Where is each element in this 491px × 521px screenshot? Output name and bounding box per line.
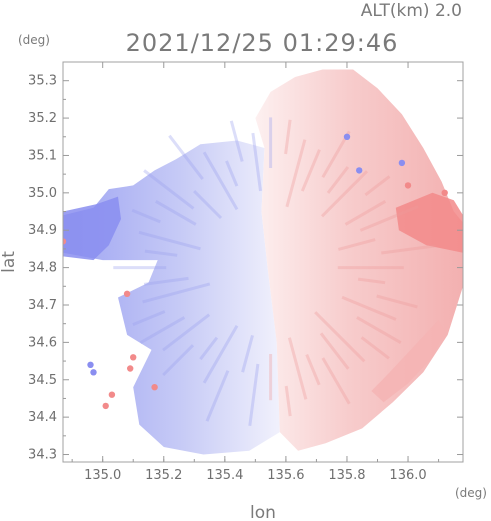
beam-streak	[284, 119, 292, 155]
beam-streak	[248, 363, 260, 426]
beam-streak	[138, 230, 201, 251]
echo-receding	[127, 365, 134, 372]
echo-approaching	[87, 361, 94, 368]
echo-receding	[441, 189, 448, 196]
beam-streak	[326, 166, 350, 194]
y-tick-label: 34.5	[28, 373, 57, 388]
echo-approaching	[356, 167, 363, 174]
x-axis-ticks: 135.0 135.2 135.4 135.6 135.8 136.0	[71, 62, 440, 483]
x-tick-label: 135.4	[206, 468, 243, 483]
velocity-regions	[63, 69, 463, 455]
echo-receding	[108, 391, 116, 398]
y-axis-ticks: 34.3 34.4 34.5 34.6 34.7 34.8 34.9 35.0 35.1 35.2…	[28, 74, 463, 463]
beam-streak	[143, 276, 189, 286]
beam-streak	[285, 139, 307, 208]
beam-streak	[139, 316, 186, 344]
beam-streak	[162, 313, 211, 352]
beam-streaks	[113, 117, 436, 426]
beam-streak	[320, 170, 369, 218]
y-axis-label: lat	[0, 251, 19, 273]
region-strong-receding-east-edge	[395, 192, 463, 253]
beam-streak	[144, 249, 178, 257]
echo-approaching	[90, 369, 97, 376]
altitude-label: ALT(km) 2.0	[361, 1, 462, 21]
region-approaching-west	[63, 140, 280, 455]
x-axis-label: lon	[250, 503, 276, 521]
echo-receding	[63, 238, 67, 245]
beam-streak	[199, 336, 219, 361]
echo-approaching	[398, 159, 406, 167]
plot-frame	[62, 61, 464, 463]
x-tick-label: 136.0	[389, 468, 426, 483]
beam-streak	[300, 149, 321, 192]
echo-receding	[130, 354, 137, 361]
beam-streak	[364, 175, 391, 197]
beam-streak	[305, 354, 321, 386]
y-tick-label: 34.3	[28, 448, 57, 463]
y-tick-label: 35.1	[28, 148, 57, 163]
x-tick-label: 135.2	[145, 468, 182, 483]
y-tick-label: 34.7	[28, 298, 57, 313]
y-tick-label: 35.3	[28, 74, 57, 89]
beam-streak	[143, 169, 195, 210]
beam-streak	[357, 277, 386, 285]
y-tick-label: 34.6	[28, 335, 57, 350]
y-unit-label: (deg)	[18, 33, 50, 47]
echo-receding	[123, 290, 131, 297]
beam-streak	[321, 357, 351, 405]
beam-streak	[155, 200, 197, 226]
y-tick-label: 35.0	[28, 186, 57, 201]
beam-streak	[229, 120, 244, 162]
beam-streak	[241, 335, 254, 373]
region-strong-approaching-west-edge	[63, 196, 121, 261]
beam-streak	[338, 238, 376, 251]
beam-streak	[162, 344, 195, 377]
beam-streak	[225, 160, 239, 187]
beam-streak	[314, 311, 366, 363]
chart-title-timestamp: 2021/12/25 01:29:46	[126, 29, 399, 57]
y-tick-label: 34.8	[28, 261, 57, 276]
x-tick-label: 135.8	[328, 468, 365, 483]
beam-streak	[168, 134, 204, 181]
beam-streak	[360, 336, 390, 360]
y-tick-label: 34.4	[28, 410, 57, 425]
beam-streak	[202, 325, 239, 384]
beam-streak	[202, 151, 239, 211]
beam-streak	[193, 190, 223, 220]
y-tick-label: 34.9	[28, 223, 57, 238]
beam-streak	[131, 208, 161, 224]
x-tick-label: 135.6	[267, 468, 304, 483]
beam-streak	[341, 295, 397, 321]
beam-streak	[376, 294, 418, 309]
beam-streak	[287, 337, 308, 400]
beam-streak	[319, 332, 350, 370]
echo-receding	[404, 182, 412, 189]
echo-approaching	[343, 133, 351, 140]
beam-streak	[381, 244, 436, 255]
beam-streak	[284, 385, 292, 417]
x-unit-label: (deg)	[455, 486, 487, 500]
plot-area	[63, 69, 463, 455]
y-tick-label: 35.2	[28, 111, 57, 126]
echo-receding	[151, 384, 158, 391]
beam-streak	[132, 310, 166, 326]
region-receding-southeast-band	[371, 319, 445, 403]
beam-streak	[359, 205, 419, 232]
beam-streak	[356, 316, 402, 344]
echo-receding	[102, 402, 109, 410]
echo-clusters	[63, 133, 448, 410]
x-tick-label: 135.0	[84, 468, 121, 483]
beam-streak	[142, 282, 211, 304]
beam-streak	[251, 132, 262, 192]
beam-streak	[344, 200, 387, 226]
beam-streak	[205, 370, 230, 422]
